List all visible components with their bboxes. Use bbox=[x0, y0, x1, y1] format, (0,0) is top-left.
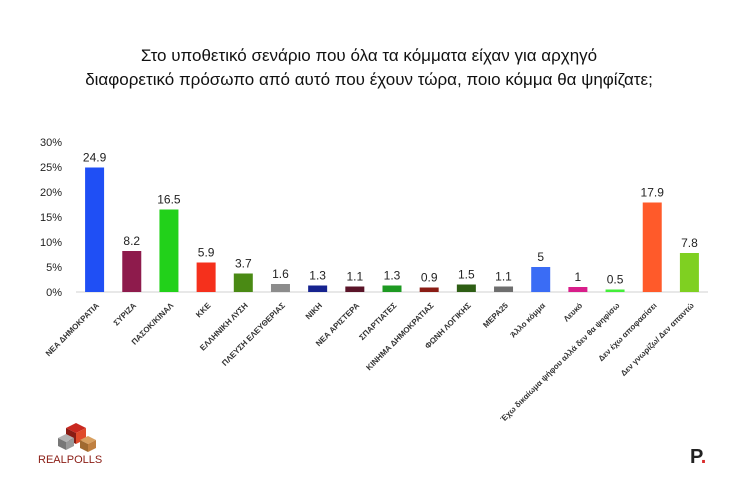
publisher-logo-letter: P bbox=[690, 446, 701, 468]
realpolls-logo: REALPOLLS bbox=[38, 423, 102, 466]
data-label: 7.8 bbox=[681, 236, 698, 250]
data-label: 1.5 bbox=[458, 268, 475, 282]
data-label: 0.9 bbox=[421, 271, 438, 285]
data-label: 16.5 bbox=[157, 193, 181, 207]
bar bbox=[568, 287, 588, 292]
x-tick-label: ΚΙΝΗΜΑ ΔΗΜΟΚΡΑΤΙΑΣ bbox=[364, 301, 435, 372]
y-tick-label: 0% bbox=[46, 287, 62, 299]
y-tick-label: 25% bbox=[40, 162, 62, 174]
y-tick-label: 5% bbox=[46, 262, 62, 274]
x-tick-label: Δεν γνωρίζω/ Δεν απαντώ bbox=[619, 301, 696, 378]
bar bbox=[605, 289, 625, 292]
chart-title-line-1: Στο υποθετικό σενάριο που όλα τα κόμματα… bbox=[140, 46, 598, 65]
data-label: 1.3 bbox=[309, 269, 326, 283]
data-label: 1 bbox=[575, 270, 582, 284]
data-label: 8.2 bbox=[123, 234, 140, 248]
x-tick-label: Άλλο κόμμα bbox=[509, 301, 548, 340]
bar bbox=[308, 285, 328, 292]
realpolls-logo-text: REALPOLLS bbox=[38, 454, 102, 466]
chart-title-line-2: διαφορετικό πρόσωπο από αυτό που έχουν τ… bbox=[85, 70, 653, 89]
x-tick-label: ΝΙΚΗ bbox=[304, 301, 324, 321]
bar bbox=[159, 209, 179, 292]
publisher-logo: P. bbox=[690, 446, 706, 469]
data-label: 24.9 bbox=[83, 151, 107, 165]
x-tick-label: ΝΕΑ ΔΗΜΟΚΡΑΤΙΑ bbox=[44, 301, 101, 358]
data-label: 1.6 bbox=[272, 267, 289, 281]
data-label: 1.3 bbox=[384, 269, 401, 283]
bar bbox=[456, 284, 476, 292]
bar bbox=[85, 167, 105, 292]
data-label: 5.9 bbox=[198, 246, 215, 260]
data-label: 5 bbox=[537, 250, 544, 264]
x-tick-label: ΚΚΕ bbox=[194, 301, 213, 320]
x-tick-label: ΠΛΕΥΣΗ ΕΛΕΥΘΕΡΙΑΣ bbox=[220, 301, 287, 368]
bar bbox=[494, 286, 514, 292]
x-tick-label: ΜΕΡΑ25 bbox=[481, 301, 510, 330]
y-tick-label: 10% bbox=[40, 237, 62, 249]
bar bbox=[679, 253, 699, 292]
data-label: 17.9 bbox=[641, 186, 665, 200]
bar bbox=[642, 202, 662, 292]
bar bbox=[196, 262, 216, 292]
bar bbox=[382, 285, 402, 292]
y-tick-label: 15% bbox=[40, 212, 62, 224]
x-tick-label: Λευκό bbox=[562, 301, 585, 324]
x-tick-label: ΣΥΡΙΖΑ bbox=[112, 301, 139, 328]
bar bbox=[531, 267, 551, 292]
y-tick-label: 20% bbox=[40, 187, 62, 199]
data-label: 0.5 bbox=[607, 273, 624, 287]
bar bbox=[233, 273, 253, 292]
bar bbox=[122, 251, 142, 292]
chart-title: Στο υποθετικό σενάριο που όλα τα κόμματα… bbox=[0, 44, 738, 92]
y-tick-label: 30% bbox=[40, 137, 62, 149]
data-label: 1.1 bbox=[346, 270, 363, 284]
x-tick-label: ΣΠΑΡΤΙΑΤΕΣ bbox=[357, 301, 398, 342]
bar bbox=[345, 286, 365, 292]
bar bbox=[270, 284, 290, 292]
publisher-logo-dot: . bbox=[700, 446, 707, 468]
bar bbox=[419, 287, 439, 292]
data-label: 3.7 bbox=[235, 257, 252, 271]
data-label: 1.1 bbox=[495, 270, 512, 284]
